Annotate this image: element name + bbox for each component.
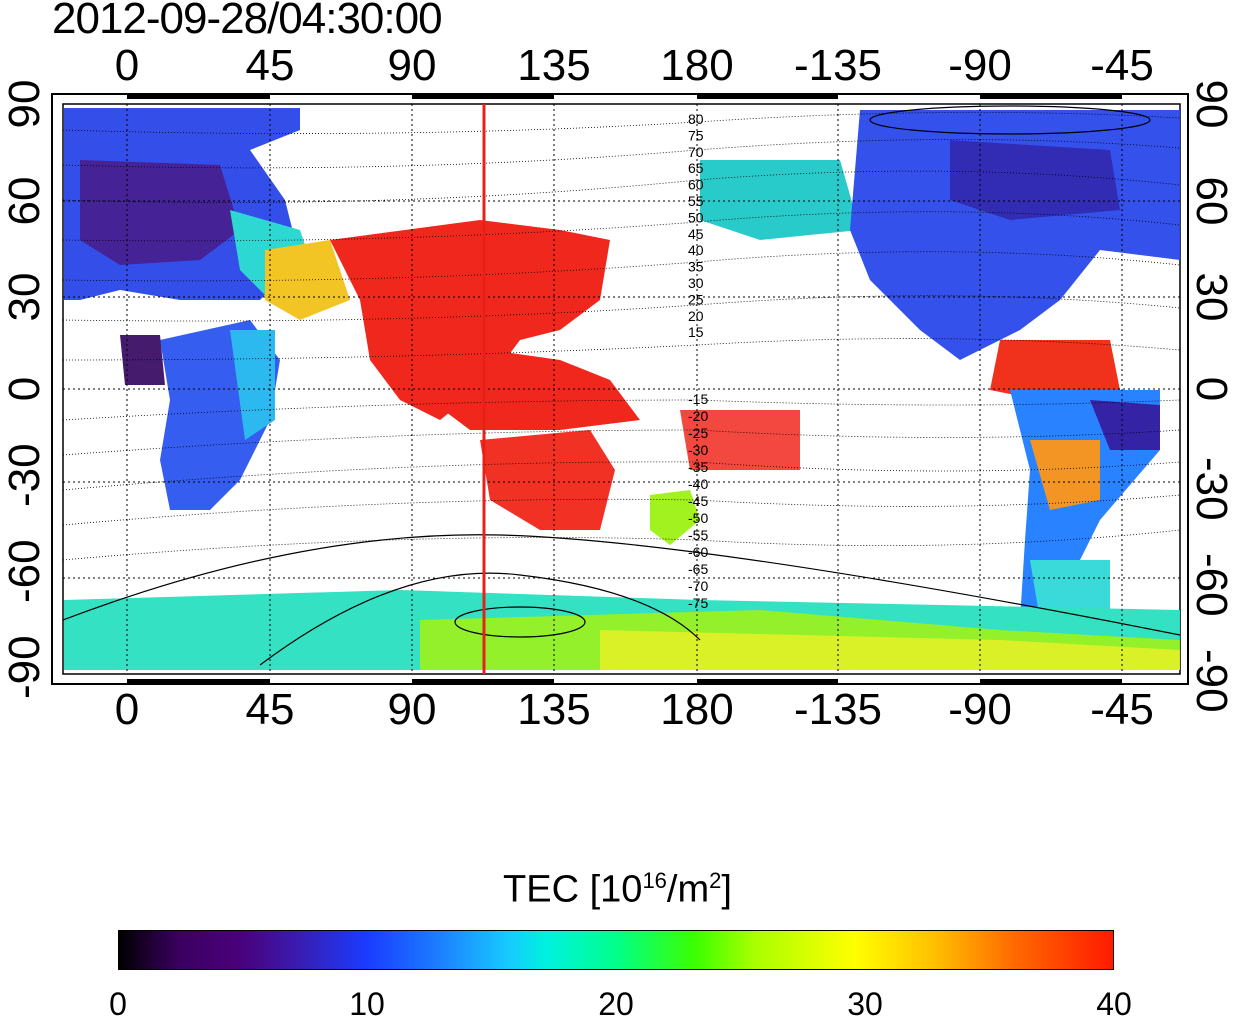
colorbar-title-prefix: TEC [10 — [503, 868, 643, 911]
bottom-lon-tick: -135 — [793, 685, 883, 734]
tec-region-mideast — [265, 240, 350, 320]
colorbar-tick: 0 — [109, 986, 127, 1022]
tec-region-brazil-dark — [1090, 400, 1160, 450]
top-lon-tick: 180 — [660, 41, 734, 90]
magnetic-label: 35 — [688, 259, 704, 275]
graticule — [63, 104, 1180, 674]
right-lat-tick: 0 — [1187, 376, 1235, 402]
magnetic-label: -65 — [688, 561, 708, 577]
magnetic-label: 60 — [688, 177, 704, 193]
left-lat-tick: -30 — [0, 443, 49, 507]
bottom-lon-tick: -90 — [948, 685, 1012, 734]
right-lat-tick: 90 — [1187, 79, 1235, 129]
colorbar-title-exponent2: 2 — [709, 868, 722, 893]
map-frame-outer — [51, 93, 1189, 685]
right-lat-tick: 60 — [1187, 176, 1235, 226]
magnetic-label: -50 — [688, 510, 708, 526]
magnetic-label: 30 — [688, 275, 704, 291]
magnetic-label: -15 — [688, 391, 708, 407]
magnetic-labels-south: -15-20-25-30-35-40-45-50-55-60-65-70-75 — [688, 391, 708, 611]
left-lat-tick: 60 — [0, 176, 49, 226]
top-lon-tick: 45 — [245, 41, 295, 90]
right-lat-tick: -30 — [1187, 457, 1235, 521]
magnetic-label: 65 — [688, 160, 704, 176]
magnetic-label: -35 — [688, 459, 708, 475]
magnetic-label: 80 — [688, 111, 704, 127]
magnetic-pole-contours — [63, 105, 1180, 666]
magnetic-label: -60 — [688, 544, 708, 560]
tec-region-pacific-islands — [680, 410, 800, 470]
right-lat-tick: -60 — [1187, 553, 1235, 617]
magnetic-label: -45 — [688, 493, 708, 509]
tec-region-bering — [700, 160, 860, 240]
tec-region-asia-red — [330, 220, 610, 420]
bottom-lon-tick: 0 — [114, 685, 140, 734]
bottom-lon-tick: 180 — [660, 685, 734, 734]
bottom-lon-tick: 135 — [517, 685, 591, 734]
magnetic-label: -20 — [688, 408, 708, 424]
magnetic-label: 55 — [688, 193, 704, 209]
left-lat-tick: -90 — [0, 635, 49, 699]
magnetic-label: -70 — [688, 578, 708, 594]
magnetic-label: -30 — [688, 442, 708, 458]
frame-tick-bars — [127, 94, 1122, 684]
magnetic-label: 45 — [688, 226, 704, 242]
magnetic-label: 50 — [688, 209, 704, 225]
magnetic-contours — [63, 111, 1180, 561]
colorbar-title: TEC [1016/m2] — [0, 868, 1235, 912]
magnetic-label: 40 — [688, 242, 704, 258]
top-lon-tick: 0 — [114, 41, 140, 90]
bottom-lon-tick: 45 — [245, 685, 295, 734]
tec-region-australia — [480, 430, 615, 530]
magnetic-label: 25 — [688, 291, 704, 307]
colorbar-title-exponent: 16 — [642, 868, 667, 893]
magnetic-label: 15 — [688, 324, 704, 340]
tec-region-caribbean — [990, 340, 1120, 400]
colorbar — [118, 930, 1114, 970]
timestamp: 2012-09-28/04:30:00 — [52, 0, 443, 43]
top-lon-tick: -90 — [948, 41, 1012, 90]
magnetic-label: 70 — [688, 144, 704, 160]
tec-region-indonesia — [420, 340, 640, 430]
colorbar-tick: 30 — [847, 986, 883, 1022]
tec-region-canada-dark — [950, 140, 1120, 220]
colorbar-title-suffix: ] — [721, 868, 732, 911]
magnetic-label: 20 — [688, 308, 704, 324]
left-lat-tick: 90 — [0, 79, 49, 129]
magnetic-label: -55 — [688, 527, 708, 543]
magnetic-label: 75 — [688, 127, 704, 143]
tec-region-westafrica — [120, 335, 165, 385]
top-lon-tick: 135 — [517, 41, 591, 90]
tec-region-africa-cyan — [230, 330, 275, 440]
magnetic-label: -40 — [688, 476, 708, 492]
colorbar-title-mid: /m — [666, 868, 710, 911]
top-lon-tick: -135 — [793, 41, 883, 90]
magnetic-label: -75 — [688, 595, 708, 611]
tec-region-patagonia — [1030, 560, 1110, 620]
tec-region-andes — [1030, 440, 1100, 510]
left-lat-tick: 30 — [0, 272, 49, 322]
bottom-lon-tick: -45 — [1090, 685, 1154, 734]
magnetic-label: -25 — [688, 425, 708, 441]
right-lat-tick: 30 — [1187, 272, 1235, 322]
tec-region-europe-dark — [80, 160, 240, 265]
colorbar-tick: 20 — [598, 986, 634, 1022]
tec-region-nz — [650, 490, 700, 545]
colorbar-tick: 40 — [1096, 986, 1132, 1022]
tec-region-antarctic-yellow — [600, 630, 1180, 670]
top-lon-tick: -45 — [1090, 41, 1154, 90]
tec-overlay — [64, 108, 1180, 670]
bottom-lon-tick: 90 — [387, 685, 437, 734]
colorbar-tick: 10 — [349, 986, 385, 1022]
top-lon-tick: 90 — [387, 41, 437, 90]
left-lat-tick: -60 — [0, 539, 49, 603]
right-lat-tick: -90 — [1187, 649, 1235, 713]
left-lat-tick: 0 — [0, 376, 49, 402]
